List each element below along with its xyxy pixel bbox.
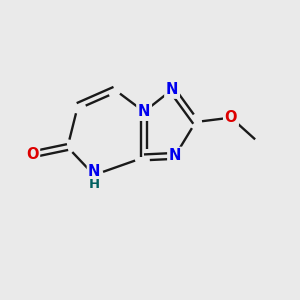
Text: H: H bbox=[88, 178, 100, 191]
Text: N: N bbox=[88, 164, 100, 179]
Text: N: N bbox=[169, 148, 181, 164]
Text: O: O bbox=[26, 147, 38, 162]
Text: O: O bbox=[225, 110, 237, 125]
Text: N: N bbox=[138, 104, 150, 119]
Text: N: N bbox=[166, 82, 178, 97]
